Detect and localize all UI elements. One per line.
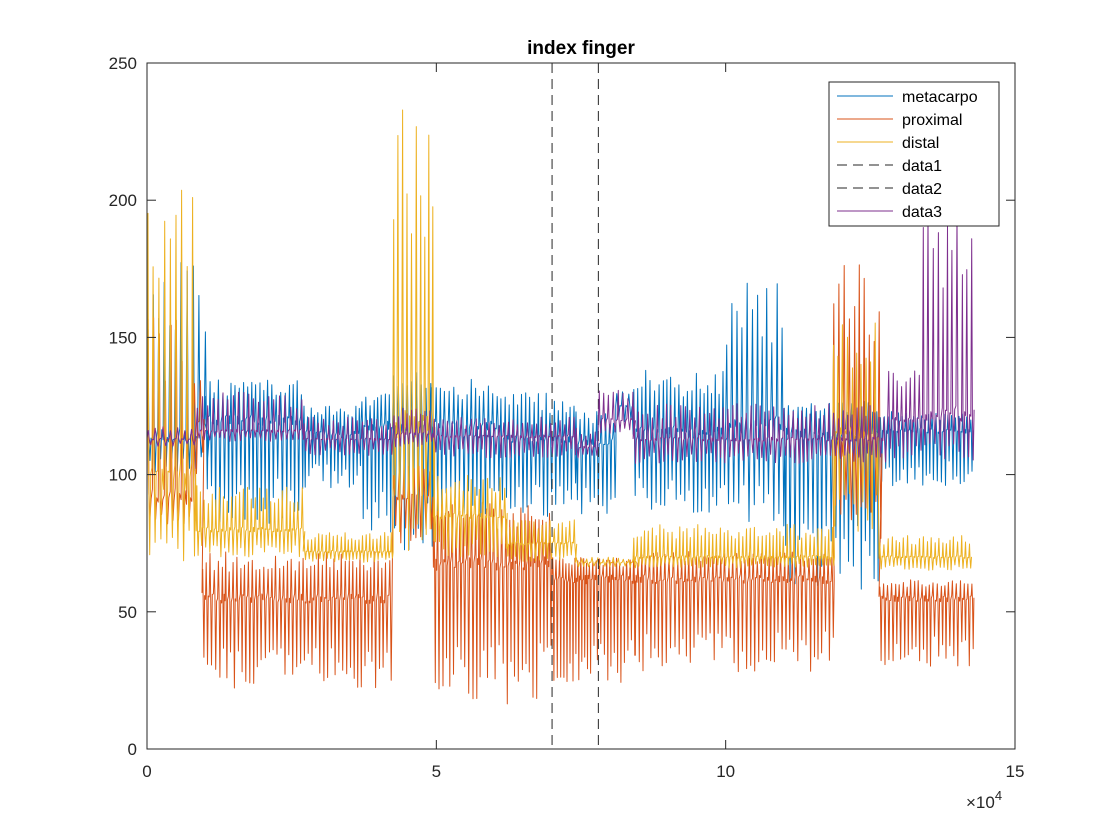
legend-label-data1: data1 bbox=[902, 158, 942, 175]
legend-label-distal: distal bbox=[902, 135, 939, 152]
y-tick-label: 100 bbox=[109, 466, 137, 485]
chart-title: index finger bbox=[527, 38, 635, 59]
y-tick-label: 150 bbox=[109, 328, 137, 347]
y-tick-label: 0 bbox=[128, 740, 137, 759]
legend-label-proximal: proximal bbox=[902, 112, 962, 129]
series-line-data3 bbox=[147, 213, 975, 464]
x-tick-label: 5 bbox=[432, 762, 441, 781]
x-exponent-label: ×104 bbox=[966, 788, 1002, 812]
x-tick-label: 0 bbox=[142, 762, 151, 781]
legend-label-data2: data2 bbox=[902, 181, 942, 198]
x-tick-label: 10 bbox=[716, 762, 735, 781]
series-layer bbox=[147, 63, 975, 749]
series-line-proximal bbox=[147, 264, 975, 705]
x-tick-label: 15 bbox=[1006, 762, 1025, 781]
legend: metacarpo proximal distal data1 data2 data3 bbox=[828, 81, 1000, 227]
y-tick-label: 50 bbox=[118, 603, 137, 622]
legend-label-data3: data3 bbox=[902, 204, 942, 221]
series-line-distal bbox=[147, 109, 972, 571]
legend-box bbox=[828, 81, 1000, 227]
axes-box bbox=[146, 62, 1016, 750]
y-tick-label: 200 bbox=[109, 191, 137, 210]
y-tick-label: 250 bbox=[109, 54, 137, 73]
legend-label-metacarpo: metacarpo bbox=[902, 89, 978, 106]
